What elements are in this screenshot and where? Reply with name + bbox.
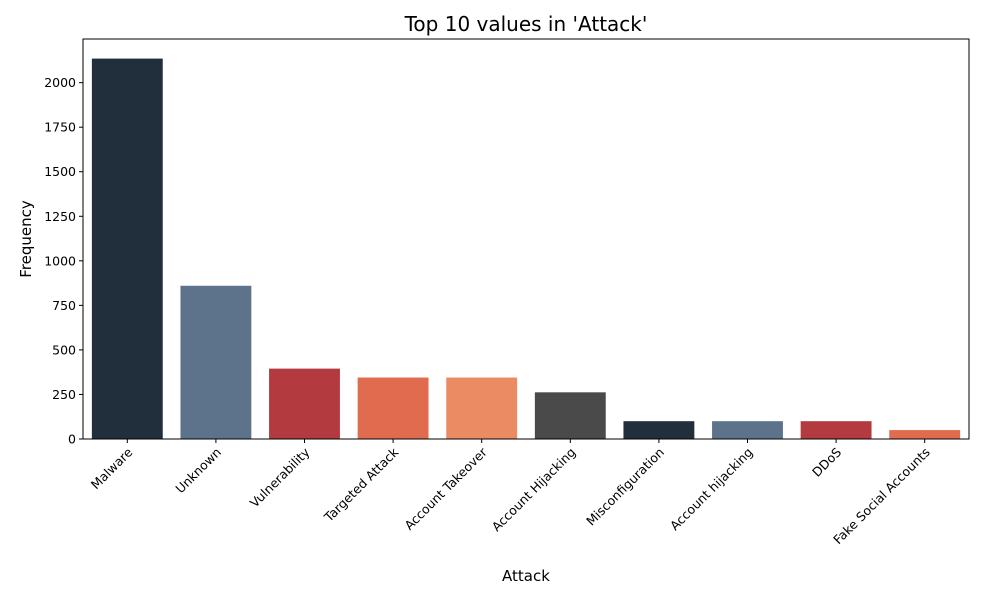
bar-account-hijacking (712, 421, 783, 439)
x-tick-label: DDoS (809, 444, 844, 479)
plot-frame (82, 38, 970, 440)
x-tick-label: Unknown (172, 445, 224, 497)
x-axis-label: Attack (502, 567, 550, 585)
bars-group (91, 58, 961, 439)
y-tick-label: 1500 (44, 164, 76, 179)
chart-title: Top 10 values in 'Attack' (404, 12, 648, 36)
x-tick-label: Account Hijacking (489, 445, 579, 535)
bar-ddos (800, 421, 872, 439)
y-tick-label: 250 (52, 387, 76, 402)
x-tick-label: Vulnerability (247, 444, 313, 510)
y-tick-label: 1750 (44, 120, 76, 135)
y-tick-label: 0 (68, 432, 76, 447)
bar-fake-social-accounts (889, 430, 961, 439)
x-tick-label: Fake Social Accounts (830, 445, 933, 548)
y-tick-label: 1000 (44, 253, 76, 268)
bar-account-hijacking (534, 392, 606, 439)
bar-targeted-attack (357, 377, 429, 439)
y-tick-label: 2000 (44, 75, 76, 90)
x-tick-label: Misconfiguration (583, 445, 667, 529)
x-tick-label: Account Takeover (401, 444, 490, 533)
y-tick-label: 500 (52, 342, 76, 357)
y-tick-label: 750 (52, 298, 76, 313)
bar-vulnerability (269, 368, 340, 439)
y-tick-label: 1250 (44, 209, 76, 224)
bar-malware (91, 58, 163, 439)
x-tick-label: Targeted Attack (320, 444, 401, 525)
x-tick-label: Account hijacking (667, 445, 756, 534)
x-tick-label: Malware (88, 444, 136, 492)
bar-unknown (180, 285, 252, 439)
y-axis-label: Frequency (17, 200, 35, 278)
x-axis-ticks: Malware Unknown Vulnerability Targeted Atta… (88, 439, 933, 547)
y-axis-ticks: 0 250 500 750 1000 1250 1500 1750 2000 (44, 75, 83, 447)
bar-account-takeover (446, 377, 518, 439)
bar-misconfiguration (623, 421, 695, 439)
